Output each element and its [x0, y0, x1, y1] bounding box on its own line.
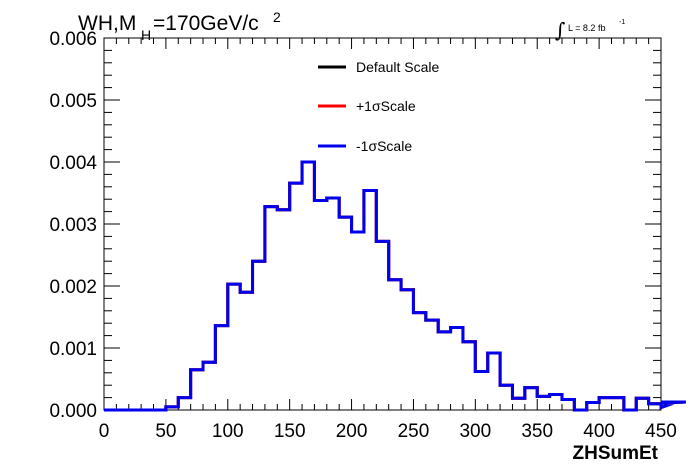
legend-label-minus1sigma: -1σScale [356, 138, 412, 154]
series--1-scale-line [104, 160, 686, 412]
x-axis: 0 50 100 150 200 250 300 350 400 450 [99, 38, 677, 442]
x-tick-label: 400 [583, 421, 615, 442]
x-tick-label: 50 [155, 421, 176, 442]
legend-entry-default: Default Scale [318, 59, 439, 75]
legend-entry-plus1sigma: +1σScale [318, 98, 416, 114]
chart-title: WH,M H =170GeV/c 2 [78, 9, 281, 43]
x-tick-label: 350 [521, 421, 553, 442]
y-tick-label: 0.002 [49, 277, 97, 298]
x-tick-label: 250 [398, 421, 430, 442]
y-tick-label: 0.000 [49, 401, 97, 422]
x-tick-label: 0 [99, 421, 110, 442]
legend-entry-minus1sigma: -1σScale [318, 138, 412, 154]
x-tick-label: 150 [274, 421, 306, 442]
y-tick-label: 0.001 [49, 339, 97, 360]
y-tick-label: 0.005 [49, 91, 97, 112]
title-tail: =170GeV/c [153, 12, 259, 35]
y-axis: 0.000 0.001 0.002 0.003 0.004 0.005 0.006 [49, 29, 661, 422]
title-subscript: H [141, 27, 151, 43]
luminosity-label: ∫ L = 8.2 fb -1 [555, 18, 625, 42]
lumi-text: L = 8.2 fb [568, 23, 605, 33]
x-tick-label: 450 [645, 421, 677, 442]
y-tick-label: 0.003 [49, 215, 97, 236]
lumi-superscript: -1 [619, 19, 625, 26]
x-tick-label: 100 [212, 421, 244, 442]
x-tick-label: 200 [336, 421, 368, 442]
legend: Default Scale +1σScale -1σScale [318, 59, 439, 154]
title-superscript: 2 [273, 9, 281, 25]
series-layer [104, 160, 686, 412]
x-axis-title: ZHSumEt [573, 443, 659, 464]
legend-label-default: Default Scale [356, 59, 439, 75]
y-tick-label: 0.004 [49, 153, 97, 174]
integral-sign: ∫ [555, 18, 565, 42]
legend-label-plus1sigma: +1σScale [356, 98, 416, 114]
x-tick-label: 300 [459, 421, 491, 442]
y-tick-label: 0.006 [49, 29, 97, 50]
title-text: WH,M [78, 12, 136, 35]
